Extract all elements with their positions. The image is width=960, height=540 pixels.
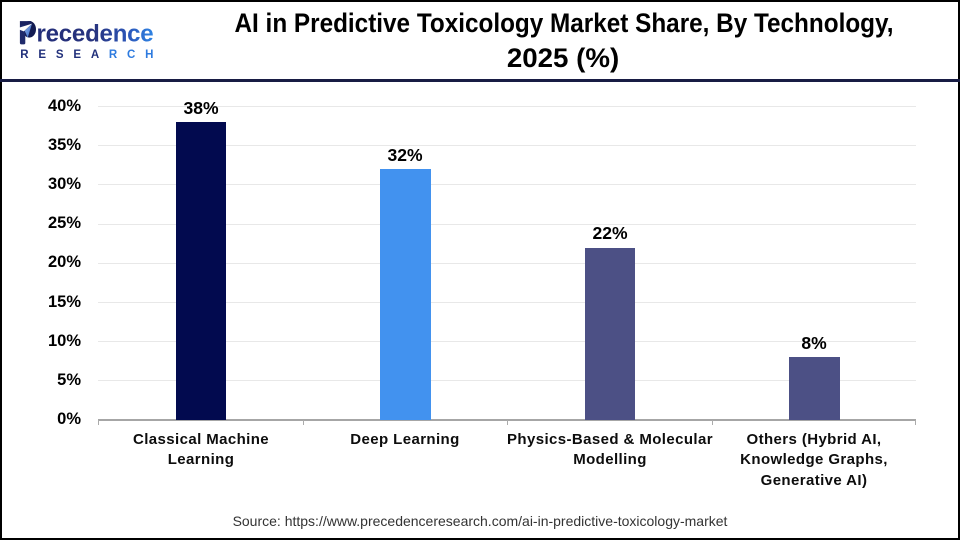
svg-text:RESEARCH: RESEARCH: [20, 49, 163, 61]
svg-text:recedence: recedence: [37, 21, 154, 48]
